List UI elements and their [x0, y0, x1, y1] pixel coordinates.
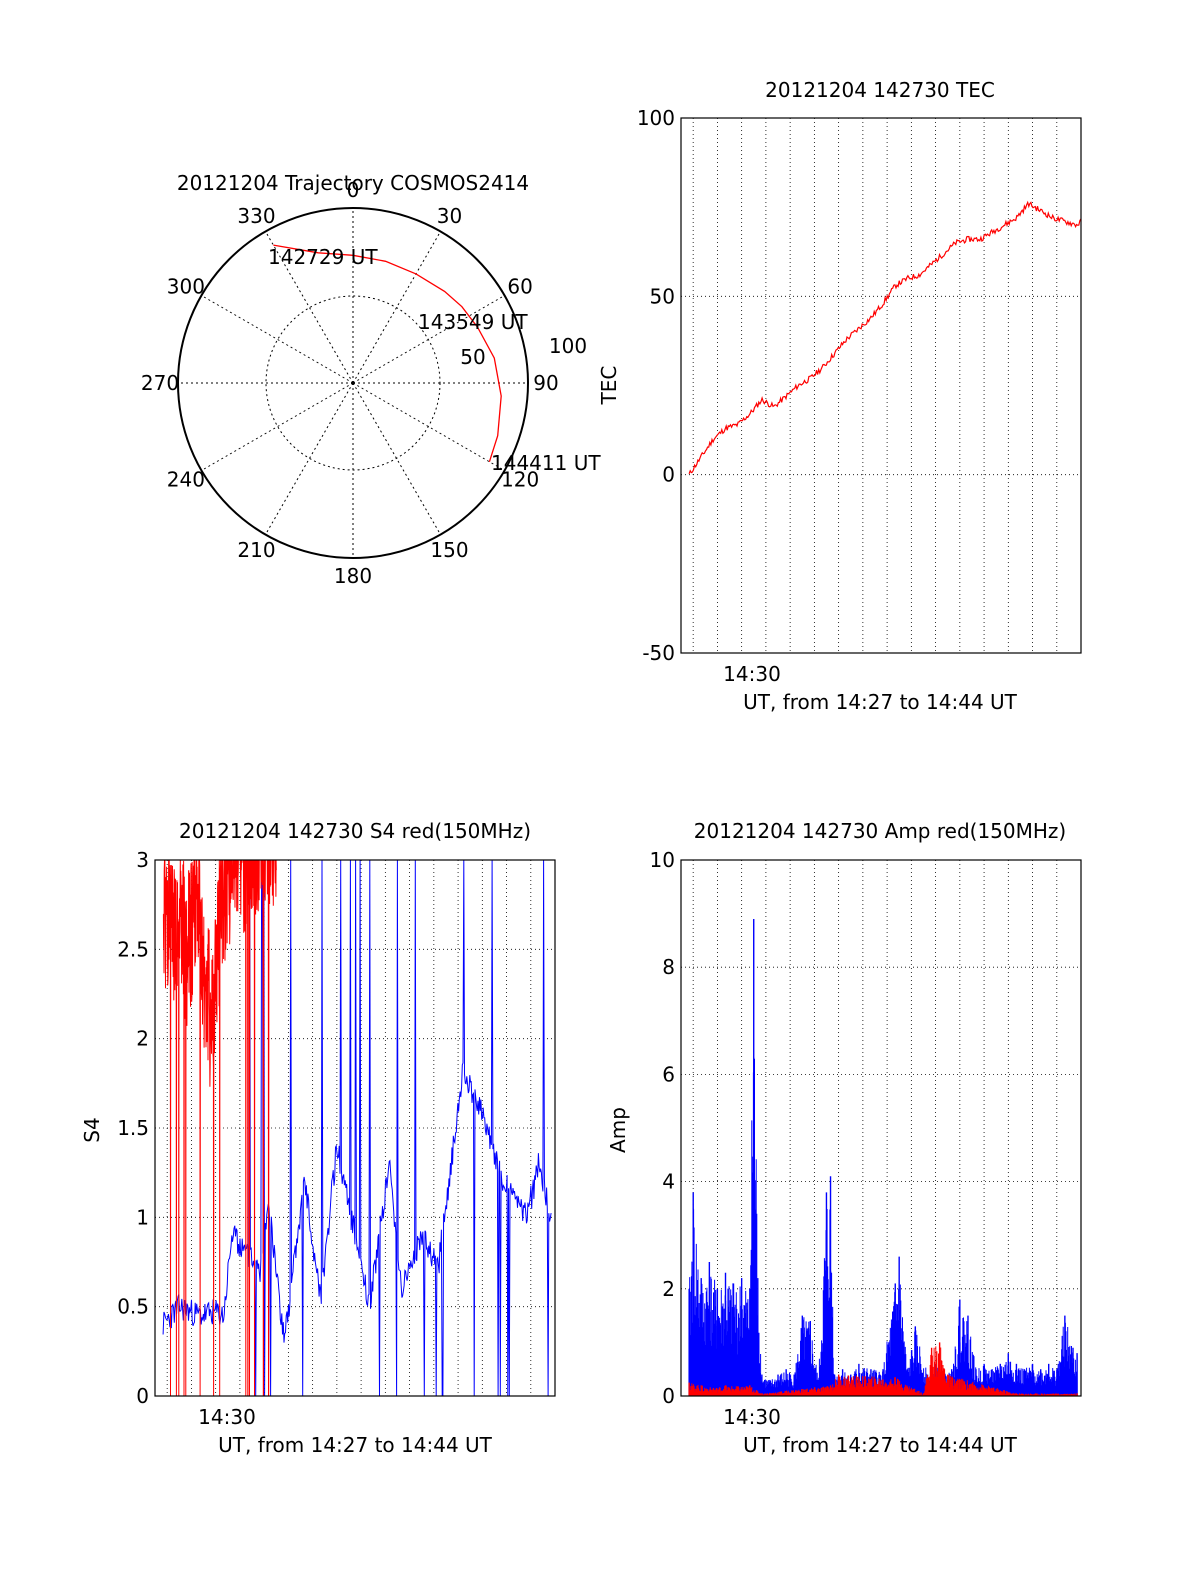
tec-grid — [681, 118, 1081, 653]
y-tick-label: 1 — [136, 1205, 149, 1229]
polar-azimuth-label: 150 — [430, 538, 468, 562]
polar-azimuth-label: 60 — [507, 275, 532, 299]
polar-spoke — [201, 295, 354, 384]
polar-spoke — [352, 231, 441, 384]
y-tick-label: 0.5 — [117, 1295, 149, 1319]
s4-x-axis-label: UT, from 14:27 to 14:44 UT — [218, 1433, 493, 1457]
s4-y-ticks: 0 0.5 1 1.5 2 2.5 3 — [117, 848, 149, 1408]
polar-azimuth-label: 240 — [167, 468, 205, 492]
s4-y-axis-label: S4 — [80, 1117, 104, 1142]
tec-y-ticks: -50 0 50 100 — [637, 106, 675, 665]
polar-azimuth-label: 300 — [167, 275, 205, 299]
polar-azimuth-label: 270 — [141, 371, 179, 395]
y-tick-label: 0 — [136, 1384, 149, 1408]
amp-plot-frame — [680, 859, 1082, 1397]
polar-spoke — [352, 382, 441, 535]
tec-data — [688, 200, 1082, 475]
trajectory-title: 20121204 Trajectory COSMOS2414 — [177, 171, 529, 195]
y-tick-label: 6 — [662, 1062, 675, 1086]
amp-y-axis-label: Amp — [606, 1107, 630, 1153]
trajectory-annotation-mid: 143549 UT — [418, 310, 528, 334]
y-tick-label: 0 — [662, 1384, 675, 1408]
polar-radial-label-50: 50 — [460, 345, 485, 369]
polar-radial-label-100: 100 — [549, 334, 587, 358]
polar-outer-circle — [177, 207, 529, 559]
polar-spoke — [265, 231, 354, 384]
polar-azimuth-label: 0 — [347, 178, 360, 202]
polar-spoke — [352, 382, 505, 471]
amp-panel: 20121204 142730 Amp red(150MHz) 0246810 … — [606, 819, 1082, 1457]
trajectory-line — [273, 244, 502, 462]
s4-plot-frame — [154, 859, 556, 1397]
series-line-red — [688, 200, 1082, 475]
tec-x-tick-label: 14:30 — [723, 662, 781, 686]
y-tick-label: 8 — [662, 955, 675, 979]
polar-azimuth-labels: 0 30 60 90 120 150 180 210 240 270 300 330 — [141, 178, 559, 588]
y-tick-label: 10 — [650, 848, 675, 872]
polar-azimuth-label: 180 — [334, 564, 372, 588]
polar-spoke — [265, 382, 354, 535]
y-tick-label: 50 — [650, 284, 675, 308]
y-tick-label: 2 — [662, 1277, 675, 1301]
polar-azimuth-label: 330 — [237, 204, 275, 228]
tec-plot-frame — [680, 117, 1082, 654]
y-tick-label: 4 — [662, 1170, 675, 1194]
series-bars-blue — [688, 1057, 1078, 1396]
trajectory-annotation-start: 142729 UT — [268, 245, 378, 269]
s4-panel: 20121204 142730 S4 red(150MHz) 0 0.5 1 1.5 2… — [80, 819, 556, 1457]
s4-title: 20121204 142730 S4 red(150MHz) — [179, 819, 531, 843]
s4-data — [162, 859, 552, 1397]
series-line-blue — [162, 859, 552, 1397]
y-tick-label: 1.5 — [117, 1116, 149, 1140]
trajectory-panel: 20121204 Trajectory COSMOS2414 0 30 60 90 12… — [141, 171, 601, 588]
tec-title: 20121204 142730 TEC — [765, 78, 995, 102]
tec-x-axis-label: UT, from 14:27 to 14:44 UT — [743, 690, 1018, 714]
amp-grid — [681, 860, 1081, 1396]
y-tick-label: 2 — [136, 1027, 149, 1051]
tec-y-axis-label: TEC — [597, 366, 621, 406]
polar-azimuth-label: 30 — [437, 204, 462, 228]
s4-x-tick-label: 14:30 — [198, 1405, 256, 1429]
polar-azimuth-label: 210 — [237, 538, 275, 562]
polar-azimuth-label: 120 — [501, 468, 539, 492]
polar-spoke — [352, 295, 505, 384]
y-tick-label: 100 — [637, 106, 675, 130]
y-tick-label: 2.5 — [117, 937, 149, 961]
amp-x-tick-label: 14:30 — [723, 1405, 781, 1429]
amp-y-ticks: 0 2 4 6 8 10 — [650, 848, 675, 1408]
y-tick-label: 0 — [662, 463, 675, 487]
y-tick-label: 3 — [136, 848, 149, 872]
polar-azimuth-label: 90 — [533, 371, 558, 395]
tec-panel: 20121204 142730 TEC -50 0 50 100 14:30 UT, … — [597, 78, 1082, 714]
polar-spoke — [201, 382, 354, 471]
amp-data — [688, 918, 1078, 1396]
amp-title: 20121204 142730 Amp red(150MHz) — [694, 819, 1066, 843]
trajectory-annotation-end: 144411 UT — [491, 451, 601, 475]
y-tick-label: -50 — [642, 641, 675, 665]
amp-x-axis-label: UT, from 14:27 to 14:44 UT — [743, 1433, 1018, 1457]
